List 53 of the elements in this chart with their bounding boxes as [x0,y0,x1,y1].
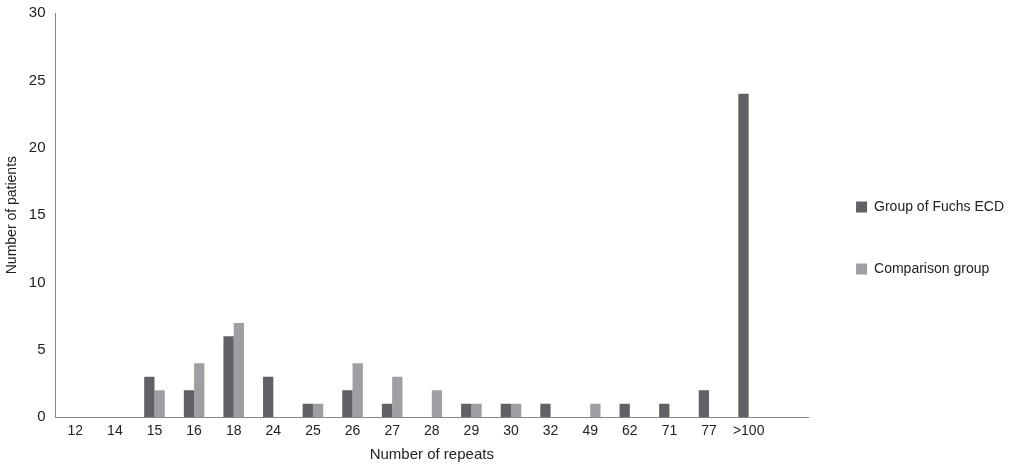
x-tick-label: 71 [661,422,678,439]
y-tick-label: 5 [37,339,46,357]
bar [223,336,234,418]
x-tick-label: 14 [107,422,123,439]
bar [144,376,155,418]
bar [392,376,403,418]
y-tick-label: 10 [28,272,46,290]
x-tick-label: 15 [146,422,163,439]
bar [352,363,363,418]
x-tick-label: 27 [384,422,401,439]
x-tick-label: 16 [186,422,203,439]
y-tick-label: 30 [28,3,46,21]
bar [659,403,670,418]
y-tick-label: 0 [37,407,46,425]
x-tick-label: 29 [463,422,480,439]
x-tick-label: 24 [265,422,282,439]
y-tick-label: 20 [28,137,46,155]
bar [342,390,353,418]
bar [194,363,205,418]
x-tick-label: 12 [67,422,84,439]
bar [263,376,274,418]
y-axis-title: Number of patients [3,155,20,275]
bar [619,403,630,418]
y-tick-label: 25 [28,70,46,88]
bar [590,403,601,418]
bar [698,390,710,418]
x-tick-label: 30 [503,422,519,439]
x-tick-label: 62 [622,422,638,439]
bar [540,403,551,418]
x-tick-label: 18 [225,422,242,439]
legend-label: Group of Fuchs ECD [874,197,1004,214]
x-tick-label: 28 [423,422,440,439]
bar [312,403,324,418]
bar [381,403,393,418]
x-tick-label: 49 [582,422,599,439]
bar [738,93,749,418]
bar [461,403,472,418]
x-tick-label: 25 [305,422,321,439]
x-tick-label: 77 [701,422,718,439]
legend-label: Comparison group [874,259,990,276]
bar [154,390,165,418]
x-tick-label: 26 [344,422,361,439]
x-tick-label: 32 [542,422,559,439]
bar [302,403,313,418]
y-tick-label: 15 [28,205,46,223]
bar [510,403,522,418]
bar [471,403,482,418]
x-axis-title: Number of repeats [369,445,494,463]
x-tick-label: >100 [732,422,765,439]
bar [183,390,195,418]
bar [233,322,245,418]
bar [431,390,443,418]
bar [500,403,511,418]
